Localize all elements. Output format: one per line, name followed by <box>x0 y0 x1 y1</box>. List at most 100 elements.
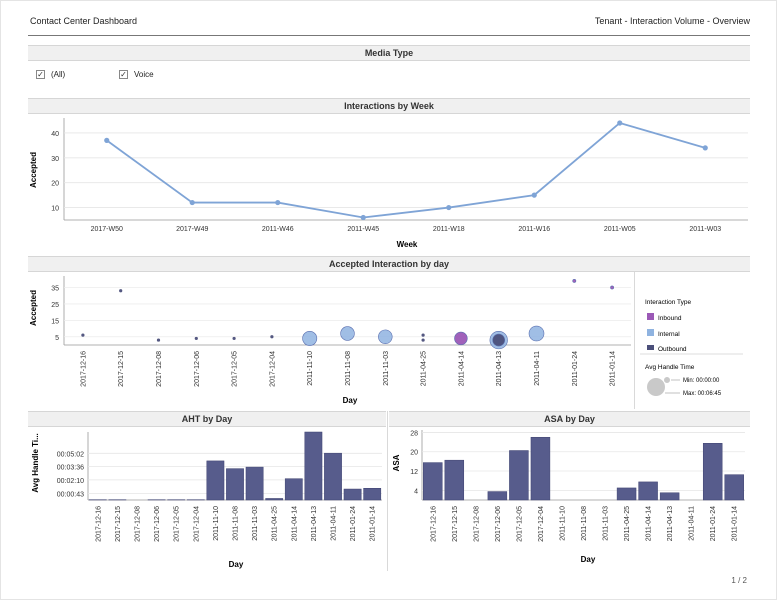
weekly-point <box>275 199 281 206</box>
aht-bar <box>324 452 342 501</box>
aht-y-axis-label: Avg Handle Ti... <box>31 433 40 493</box>
legend: Interaction Type Inbound Internal Outbou… <box>640 299 743 397</box>
legend-outbound-label: Outbound <box>658 346 687 353</box>
daily-x-tick-label: 2011-01-24 <box>572 351 579 386</box>
asa-bar <box>616 487 637 501</box>
daily-bubble <box>156 338 161 342</box>
aht-y-tick-label: 00:05:02 <box>57 451 84 458</box>
aht-y-tick-label: 00:00:43 <box>57 491 84 498</box>
weekly-x-tick-label: 2011-W03 <box>689 226 721 233</box>
weekly-point <box>446 204 452 211</box>
daily-bubble <box>81 333 85 337</box>
legend-size-min-label: Min: 00:00:00 <box>683 378 720 384</box>
aht-bar <box>343 488 362 501</box>
weekly-x-tick-label: 2011-W46 <box>262 226 294 233</box>
daily-bubble <box>572 279 577 283</box>
asa-x-tick-label: 2017-12-06 <box>495 506 502 542</box>
asa-y-tick-label: 4 <box>414 488 418 495</box>
weekly-x-tick-label: 2011-W05 <box>604 226 636 233</box>
weekly-x-axis-label: Week <box>397 240 418 249</box>
asa-x-tick-label: 2011-11-08 <box>581 506 588 541</box>
asa-x-tick-label: 2017-12-08 <box>473 506 480 542</box>
media-type-title: Media Type <box>28 45 750 61</box>
weekly-point <box>104 137 110 143</box>
legend-size-max-bubble <box>647 378 665 396</box>
weekly-point <box>702 145 708 151</box>
daily-bubble <box>270 335 274 339</box>
voice-checkbox-label: Voice <box>134 70 154 79</box>
daily-bubble <box>232 336 236 341</box>
weekly-y-axis-label: Accepted <box>29 152 38 188</box>
aht-y-tick-label: 00:02:10 <box>57 478 84 485</box>
daily-x-tick-label: 2011-01-14 <box>610 351 617 386</box>
asa-bar <box>423 462 443 501</box>
daily-x-tick-label: 2017-12-16 <box>80 351 87 387</box>
voice-checkbox[interactable]: ✓ <box>119 70 128 79</box>
daily-x-axis-label: Day <box>343 396 358 405</box>
asa-bar <box>509 450 529 501</box>
all-checkbox[interactable]: ✓ <box>36 70 45 79</box>
daily-x-tick-label: 2017-12-06 <box>194 351 201 387</box>
daily-bubble <box>302 330 318 346</box>
asa-x-tick-label: 2017-12-04 <box>538 506 545 542</box>
aht-x-tick-label: 2011-11-03 <box>252 506 259 541</box>
legend-inbound-label: Inbound <box>658 315 682 322</box>
weekly-y-tick-label: 30 <box>51 156 59 163</box>
aht-x-tick-label: 2011-04-13 <box>311 506 318 541</box>
daily-y-tick-label: 15 <box>51 318 59 325</box>
legend-internal-label: Internal <box>658 331 680 338</box>
asa-bar <box>638 481 658 501</box>
aht-x-tick-label: 2011-11-10 <box>213 506 220 541</box>
daily-x-tick-label: 2011-04-11 <box>534 351 541 386</box>
aht-x-tick-label: 2011-11-08 <box>233 506 240 541</box>
aht-bar <box>226 468 244 501</box>
asa-bar <box>724 474 744 501</box>
aht-x-tick-label: 2017-12-16 <box>95 506 102 542</box>
daily-bubble <box>492 333 505 347</box>
page-indicator: 1 / 2 <box>731 576 747 585</box>
aht-x-tick-label: 2017-12-06 <box>154 506 161 542</box>
asa-x-tick-label: 2011-04-13 <box>667 506 674 541</box>
asa-x-tick-label: 2011-04-14 <box>646 506 653 541</box>
legend-size-min-bubble <box>664 377 670 383</box>
daily-bubble <box>421 333 425 337</box>
asa-y-tick-label: 28 <box>410 430 418 437</box>
daily-bubble <box>194 336 198 341</box>
weekly-x-tick-label: 2017-W50 <box>91 226 123 233</box>
daily-bubble <box>454 331 468 346</box>
asa-y-axis-label: ASA <box>392 454 401 471</box>
asa-x-axis-label: Day <box>581 555 596 564</box>
asa-bar <box>487 491 508 501</box>
daily-y-tick-label: 25 <box>51 302 59 309</box>
weekly-point <box>189 199 195 206</box>
asa-x-tick-label: 2011-01-14 <box>732 506 739 541</box>
daily-y-axis-label: Accepted <box>29 290 38 326</box>
aht-bar-chart: Avg Handle Ti... Day 00:00:43 00:02:10 00:… <box>31 431 382 569</box>
aht-x-tick-label: 2017-12-15 <box>115 506 122 542</box>
daily-bubble <box>528 325 545 342</box>
aht-x-tick-label: 2017-12-04 <box>193 506 200 542</box>
aht-x-tick-label: 2011-01-24 <box>350 506 357 541</box>
legend-swatch-inbound <box>647 313 654 320</box>
daily-x-tick-label: 2011-11-03 <box>383 351 390 386</box>
weekly-x-tick-label: 2011-W16 <box>518 226 550 233</box>
bottom-divider <box>387 411 388 571</box>
daily-bubble <box>421 338 425 342</box>
weekly-point <box>617 120 623 126</box>
weekly-y-tick-label: 10 <box>51 206 59 213</box>
weekly-series-line <box>106 121 706 219</box>
breadcrumb[interactable]: Tenant - Interaction Volume - Overview <box>594 16 750 26</box>
daily-x-tick-label: 2011-11-08 <box>345 351 352 386</box>
daily-bubble <box>340 326 355 341</box>
legend-type-title: Interaction Type <box>645 299 692 306</box>
all-checkbox-label: (All) <box>51 70 66 79</box>
aht-x-tick-label: 2017-12-05 <box>174 506 181 542</box>
aht-x-tick-label: 2017-12-08 <box>135 506 142 542</box>
header-divider <box>28 35 750 36</box>
weekly-point <box>360 214 366 221</box>
daily-x-tick-label: 2017-12-04 <box>269 351 276 387</box>
aht-x-axis-label: Day <box>229 560 244 569</box>
asa-x-tick-label: 2011-11-03 <box>603 506 610 541</box>
aht-x-tick-label: 2011-04-14 <box>291 506 298 541</box>
aht-x-tick-label: 2011-04-25 <box>272 506 279 541</box>
